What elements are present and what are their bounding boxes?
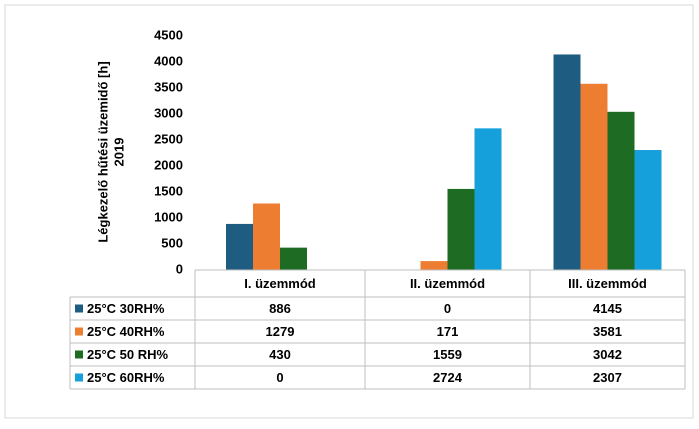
y-tick-label: 2500 [154,131,183,146]
legend-key [75,327,83,336]
bar [580,83,608,271]
bar [253,203,280,270]
table-value: 1279 [266,324,295,339]
table-value: 2307 [593,370,622,385]
legend-label: 25°C 40RH% [87,324,165,339]
table-value: 430 [269,347,291,362]
table-value: 4145 [593,301,622,316]
bar [447,188,475,270]
bar [607,111,635,270]
y-tick-label: 4500 [154,27,183,42]
y-tick-label: 0 [176,261,183,276]
y-axis-title: 2019 [111,138,126,167]
y-tick-label: 4000 [154,53,183,68]
table-value: 3581 [593,324,622,339]
bar [634,150,662,270]
x-tick-label: III. üzemmód [568,276,647,291]
legend-label: 25°C 30RH% [87,301,165,316]
y-axis-title: Légkezelő hűtési üzemidő [h] [95,61,110,242]
table-value: 886 [269,301,291,316]
bar [280,247,307,270]
bar [474,128,502,270]
bar [420,261,448,270]
table-value: 0 [444,301,451,316]
x-tick-label: I. üzemmód [244,276,316,291]
table-value: 0 [276,370,283,385]
legend-label: 25°C 60RH% [87,370,165,385]
y-tick-label: 3000 [154,105,183,120]
legend-key [75,373,83,382]
bar [226,223,253,270]
y-tick-label: 2000 [154,157,183,172]
x-tick-label: II. üzemmód [410,276,485,291]
legend-label: 25°C 50 RH% [87,347,169,362]
table-value: 3042 [593,347,622,362]
legend-key [75,304,83,313]
table-value: 2724 [433,370,463,385]
legend-key [75,350,83,359]
table-value: 1559 [433,347,462,362]
table-value: 171 [437,324,459,339]
y-tick-label: 3500 [154,79,183,94]
y-tick-label: 1000 [154,209,183,224]
bar [553,54,581,271]
y-tick-label: 500 [161,235,183,250]
y-tick-label: 1500 [154,183,183,198]
